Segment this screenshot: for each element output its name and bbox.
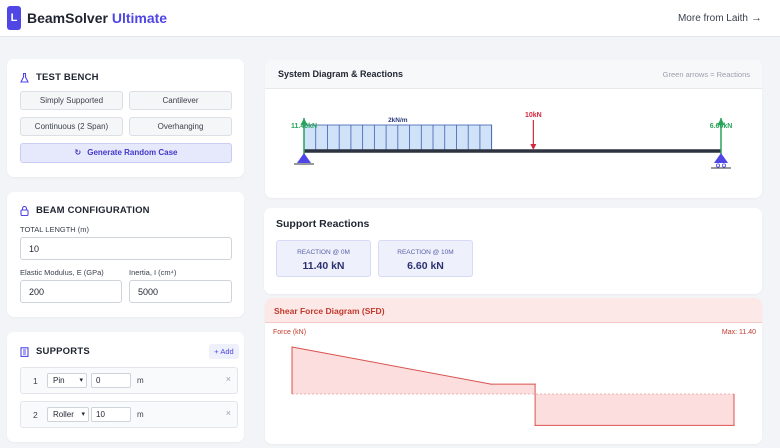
roller-support-icon xyxy=(714,153,728,163)
supports-label: SUPPORTS xyxy=(36,346,90,357)
elastic-modulus-input[interactable] xyxy=(20,280,122,303)
beam-diagram: 2kN/m 10kN 11.40kN 6.60kN xyxy=(291,112,733,169)
support-type-value: Pin xyxy=(53,376,65,385)
reaction-card: REACTION @ 10M 6.60 kN xyxy=(378,240,473,277)
arrow-right-icon: → xyxy=(751,12,762,24)
support-position-input[interactable] xyxy=(91,407,131,422)
remove-support-icon[interactable]: × xyxy=(225,374,231,384)
reaction-value: 6.60 kN xyxy=(407,260,444,272)
lock-icon xyxy=(20,205,29,216)
test-bench-card: TEST BENCH Simply Supported Cantilever C… xyxy=(7,59,244,177)
inertia-input[interactable] xyxy=(129,280,232,303)
sfd-card: Shear Force Diagram (SFD) Force (kN) Max… xyxy=(265,298,762,444)
reaction-card: REACTION @ 0M 11.40 kN xyxy=(276,240,371,277)
remove-support-icon[interactable]: × xyxy=(225,408,231,418)
sfd-point xyxy=(733,424,735,426)
refresh-icon: ↻ xyxy=(74,148,82,157)
inertia-label: Inertia, I (cm⁴) xyxy=(129,268,177,277)
roller-wheel-icon xyxy=(715,163,720,168)
pin-support-icon xyxy=(297,153,311,163)
system-diagram-card: System Diagram & Reactions Green arrows … xyxy=(265,60,762,198)
support-reactions-title: Support Reactions xyxy=(276,218,370,230)
cantilever-button[interactable]: Cantilever xyxy=(129,91,232,110)
support-unit-label: m xyxy=(137,376,144,385)
roller-wheel-icon xyxy=(721,163,726,168)
support-row: 2 Roller ▾ m × xyxy=(20,401,238,428)
continuous-button[interactable]: Continuous (2 Span) xyxy=(20,117,123,136)
system-diagram-note: Green arrows = Reactions xyxy=(662,70,750,79)
top-bar: L BeamSolver Ultimate More from Laith → xyxy=(0,0,780,37)
reaction-arrowhead xyxy=(717,118,725,125)
reaction-value: 11.40 kN xyxy=(302,260,345,272)
sfd-y-axis-label: Force (kN) xyxy=(273,329,307,336)
reaction-arrowhead xyxy=(300,118,308,125)
supports-title: SUPPORTS xyxy=(20,346,90,357)
sfd-title: Shear Force Diagram (SFD) xyxy=(274,306,385,316)
building-icon xyxy=(20,346,29,357)
generate-random-label: Generate Random Case xyxy=(87,148,178,157)
chevron-down-icon: ▾ xyxy=(79,377,83,384)
point-load-label: 10kN xyxy=(525,112,542,119)
generate-random-button[interactable]: ↻ Generate Random Case xyxy=(20,143,232,163)
total-length-label: TOTAL LENGTH (m) xyxy=(20,225,90,234)
overhanging-button[interactable]: Overhanging xyxy=(129,117,232,136)
reaction-label: REACTION @ 0M xyxy=(297,249,350,256)
point-load-arrowhead xyxy=(530,144,537,150)
sfd-chart xyxy=(291,346,735,426)
support-index: 2 xyxy=(33,410,38,420)
sfd-point xyxy=(534,383,536,385)
brand-title: BeamSolver Ultimate xyxy=(27,10,167,26)
test-bench-label: TEST BENCH xyxy=(36,72,99,83)
support-index: 1 xyxy=(33,376,38,386)
beam-config-title: BEAM CONFIGURATION xyxy=(20,205,150,216)
beam-config-label: BEAM CONFIGURATION xyxy=(36,205,150,216)
sfd-point xyxy=(490,383,492,385)
total-length-input[interactable] xyxy=(20,237,232,260)
sfd-point xyxy=(534,424,536,426)
reaction-label: 11.40kN xyxy=(291,123,317,130)
flask-icon xyxy=(20,72,29,83)
brand-name: BeamSolver xyxy=(27,10,108,26)
udl-label: 2kN/m xyxy=(388,117,408,124)
support-type-select[interactable]: Pin ▾ xyxy=(47,373,87,388)
sfd-header: Shear Force Diagram (SFD) xyxy=(265,298,762,323)
more-from-link[interactable]: More from Laith → xyxy=(678,12,762,24)
support-reactions-card: Support Reactions REACTION @ 0M 11.40 kN… xyxy=(264,208,762,294)
support-row: 1 Pin ▾ m × xyxy=(20,367,238,394)
simply-supported-button[interactable]: Simply Supported xyxy=(20,91,123,110)
logo: L xyxy=(7,6,21,30)
test-bench-title: TEST BENCH xyxy=(20,72,99,83)
system-diagram-header: System Diagram & Reactions Green arrows … xyxy=(265,60,762,89)
brand-accent: Ultimate xyxy=(111,10,168,26)
support-type-select[interactable]: Roller ▾ xyxy=(47,407,89,422)
elastic-modulus-label: Elastic Modulus, E (GPa) xyxy=(20,268,104,277)
sfd-max-label: Max: 11.40 xyxy=(721,329,756,336)
sfd-area xyxy=(292,347,734,426)
system-diagram-title: System Diagram & Reactions xyxy=(278,69,404,79)
reaction-label: 6.60kN xyxy=(710,123,733,130)
add-support-button[interactable]: + Add xyxy=(209,344,239,359)
beam-config-card: BEAM CONFIGURATION TOTAL LENGTH (m) Elas… xyxy=(7,192,244,317)
more-from-label: More from Laith xyxy=(677,13,748,24)
chevron-down-icon: ▾ xyxy=(81,411,85,418)
reaction-label: REACTION @ 10M xyxy=(397,249,454,256)
support-type-value: Roller xyxy=(53,410,74,419)
support-unit-label: m xyxy=(137,410,144,419)
support-position-input[interactable] xyxy=(91,373,131,388)
supports-card: SUPPORTS + Add 1 Pin ▾ m × 2 Roller ▾ m × xyxy=(7,332,244,442)
sfd-point xyxy=(291,346,293,348)
